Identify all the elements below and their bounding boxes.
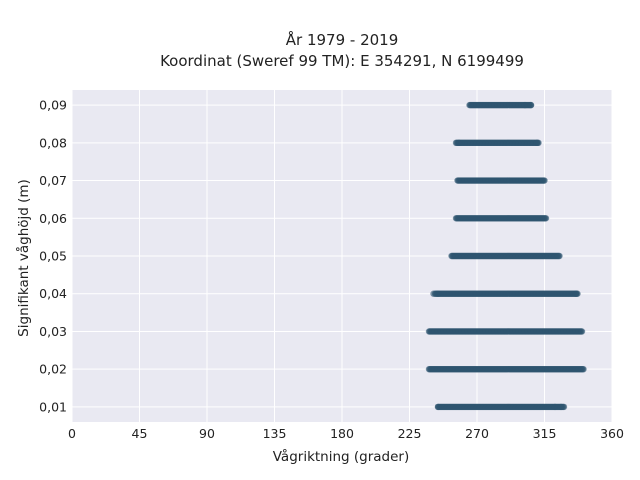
data-point: [551, 403, 559, 411]
data-point: [434, 403, 442, 411]
data-band: [434, 403, 568, 411]
x-tick-label: 90: [199, 426, 215, 441]
data-point: [455, 139, 463, 147]
data-band: [452, 215, 550, 222]
x-tick-label: 225: [398, 426, 422, 441]
data-band: [430, 290, 581, 297]
x-tick-label: 315: [533, 426, 557, 441]
data-point: [527, 101, 535, 109]
chart-title-line1: År 1979 - 2019: [286, 30, 399, 49]
data-point: [434, 290, 442, 297]
data-point: [533, 139, 541, 147]
data-point: [542, 215, 550, 222]
y-tick-label: 0,08: [39, 135, 67, 150]
x-tick-label: 45: [132, 426, 148, 441]
y-axis-ticks: 0,01 0,02 0,03 0,04 0,05 0,06 0,07 0,08 0,09: [39, 98, 67, 415]
data-band: [425, 365, 587, 373]
y-tick-label: 0,05: [39, 249, 67, 264]
y-tick-label: 0,04: [39, 286, 67, 301]
y-tick-label: 0,02: [39, 362, 67, 377]
data-band: [425, 328, 586, 335]
x-tick-label: 180: [330, 426, 354, 441]
data-band: [466, 101, 535, 109]
y-tick-label: 0,03: [39, 324, 67, 339]
data-point: [430, 290, 437, 297]
data-point: [541, 177, 548, 184]
x-axis-label: Vågriktning (grader): [273, 448, 410, 465]
y-axis-label: Signifikant våghöjd (m): [15, 179, 32, 337]
chart-title-line2: Koordinat (Sweref 99 TM): E 354291, N 61…: [160, 52, 524, 70]
y-tick-label: 0,01: [39, 399, 67, 414]
data-point: [578, 328, 586, 335]
y-tick-label: 0,09: [39, 98, 67, 113]
data-points: [425, 101, 587, 411]
x-tick-label: 270: [465, 426, 489, 441]
y-tick-label: 0,06: [39, 211, 67, 226]
x-axis-ticks: 0 45 90 135 180 225 270 315 360: [68, 426, 624, 441]
x-tick-label: 135: [263, 426, 287, 441]
x-tick-label: 0: [68, 426, 76, 441]
data-band: [452, 139, 542, 147]
data-band: [454, 177, 548, 184]
data-band: [448, 252, 563, 260]
y-tick-label: 0,07: [39, 173, 67, 188]
data-point: [572, 290, 580, 297]
data-point: [580, 365, 587, 373]
data-point: [521, 101, 529, 109]
data-point: [556, 252, 563, 260]
data-point: [557, 403, 565, 411]
x-tick-label: 360: [600, 426, 624, 441]
